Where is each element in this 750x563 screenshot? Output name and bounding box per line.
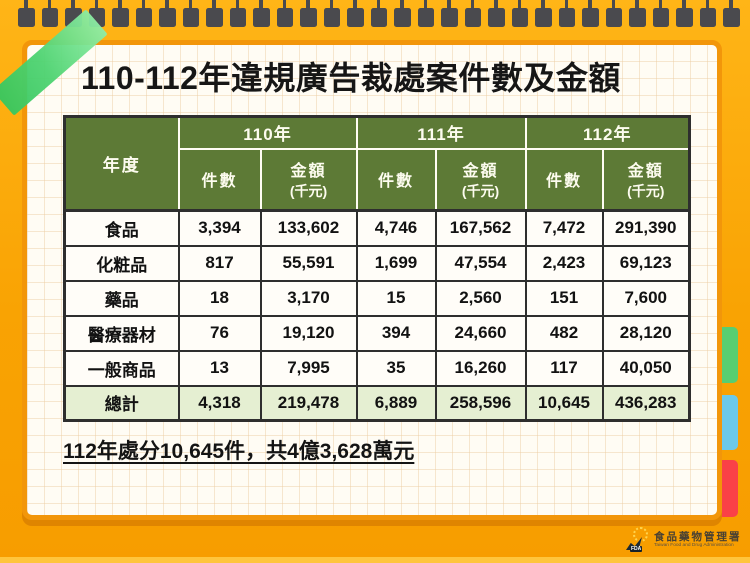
cell-value: 258,596 (434, 384, 527, 422)
header-amount-111: 金額 (千元) (434, 147, 527, 212)
binder-clip (488, 0, 505, 27)
binder-clip (41, 0, 58, 27)
table-row: 醫療器材 76 19,120 394 24,660 482 28,120 (63, 314, 691, 352)
cell-value: 482 (524, 314, 604, 352)
binder-clip (159, 0, 176, 27)
binder-clip (535, 0, 552, 27)
row-category: 化粧品 (63, 244, 180, 282)
binder-clip (629, 0, 646, 27)
cell-value: 219,478 (259, 384, 358, 422)
cell-value: 47,554 (434, 244, 527, 282)
binder-clip (394, 0, 411, 27)
cell-value: 40,050 (601, 349, 691, 387)
binder-clip (511, 0, 528, 27)
binder-clip (300, 0, 317, 27)
fda-logo: FDA 食品藥物管理署 Taiwan Food and Drug Adminis… (626, 527, 742, 553)
header-year-category: 年度 (63, 115, 180, 212)
cell-value: 13 (177, 349, 262, 387)
binder-clip (112, 0, 129, 27)
row-category: 食品 (63, 209, 180, 247)
table-row: 藥品 18 3,170 15 2,560 151 7,600 (63, 279, 691, 317)
header-year-111: 111年 (355, 115, 527, 150)
cell-value: 1,699 (355, 244, 437, 282)
header-count-110: 件數 (177, 147, 262, 212)
cell-value: 16,260 (434, 349, 527, 387)
bottom-edge-highlight (0, 557, 750, 563)
cell-value: 151 (524, 279, 604, 317)
binder-clip (558, 0, 575, 27)
fda-emblem-icon: FDA (626, 527, 650, 553)
binder-clip (582, 0, 599, 27)
row-category: 一般商品 (63, 349, 180, 387)
cell-value: 7,995 (259, 349, 358, 387)
cell-value: 3,394 (177, 209, 262, 247)
cell-value: 19,120 (259, 314, 358, 352)
cell-value: 436,283 (601, 384, 691, 422)
cell-value: 2,560 (434, 279, 527, 317)
table-body: 食品 3,394 133,602 4,746 167,562 7,472 291,390 化粧… (63, 209, 691, 422)
cell-value: 18 (177, 279, 262, 317)
binder-clip (18, 0, 35, 27)
cell-value: 133,602 (259, 209, 358, 247)
header-year-112: 112年 (524, 115, 691, 150)
cell-value: 76 (177, 314, 262, 352)
cell-value: 291,390 (601, 209, 691, 247)
cell-value: 4,318 (177, 384, 262, 422)
header-year-110: 110年 (177, 115, 358, 150)
binder-clip (229, 0, 246, 27)
cell-value: 28,120 (601, 314, 691, 352)
binder-clip (723, 0, 740, 27)
cell-value: 10,645 (524, 384, 604, 422)
cell-value: 7,472 (524, 209, 604, 247)
cell-value: 69,123 (601, 244, 691, 282)
cell-value: 55,591 (259, 244, 358, 282)
page-title: 110-112年違規廣告裁處案件數及金額 (81, 60, 621, 96)
notebook-page: 110-112年違規廣告裁處案件數及金額 年度 110年 111年 112年 件… (22, 40, 722, 520)
cell-value: 167,562 (434, 209, 527, 247)
cell-value: 35 (355, 349, 437, 387)
cell-value: 817 (177, 244, 262, 282)
binder-clip (652, 0, 669, 27)
binder-clip (206, 0, 223, 27)
binder-clip (699, 0, 716, 27)
cell-value: 3,170 (259, 279, 358, 317)
cell-value: 24,660 (434, 314, 527, 352)
cell-value: 6,889 (355, 384, 437, 422)
org-name-en: Taiwan Food and Drug Administration (654, 543, 734, 549)
cell-value: 15 (355, 279, 437, 317)
header-count-111: 件數 (355, 147, 437, 212)
org-name-zh: 食品藥物管理署 (654, 531, 742, 544)
row-category: 總計 (63, 384, 180, 422)
cell-value: 117 (524, 349, 604, 387)
binder-clip (370, 0, 387, 27)
binder-clip (605, 0, 622, 27)
row-category: 藥品 (63, 279, 180, 317)
cell-value: 4,746 (355, 209, 437, 247)
binder-clips (18, 0, 740, 27)
binder-clip (276, 0, 293, 27)
table-total-row: 總計 4,318 219,478 6,889 258,596 10,645 436,283 (63, 384, 691, 422)
table-row: 食品 3,394 133,602 4,746 167,562 7,472 291,390 (63, 209, 691, 247)
cell-value: 7,600 (601, 279, 691, 317)
binder-clip (441, 0, 458, 27)
emblem-abbr: FDA (630, 546, 643, 552)
binder-clip (323, 0, 340, 27)
cell-value: 394 (355, 314, 437, 352)
header-count-112: 件數 (524, 147, 604, 212)
binder-clip (347, 0, 364, 27)
binder-clip (182, 0, 199, 27)
table-row: 一般商品 13 7,995 35 16,260 117 40,050 (63, 349, 691, 387)
binder-clip (464, 0, 481, 27)
table-row: 化粧品 817 55,591 1,699 47,554 2,423 69,123 (63, 244, 691, 282)
binder-clip (253, 0, 270, 27)
row-category: 醫療器材 (63, 314, 180, 352)
binder-clip (135, 0, 152, 27)
cell-value: 2,423 (524, 244, 604, 282)
binder-clip (676, 0, 693, 27)
penalty-table: 年度 110年 111年 112年 件數 金額 (千元) 件數 金額 (千元) … (63, 115, 691, 422)
summary-note: 112年處分10,645件，共4億3,628萬元 (63, 440, 415, 463)
header-amount-112: 金額 (千元) (601, 147, 691, 212)
header-amount-110: 金額 (千元) (259, 147, 358, 212)
binder-clip (417, 0, 434, 27)
